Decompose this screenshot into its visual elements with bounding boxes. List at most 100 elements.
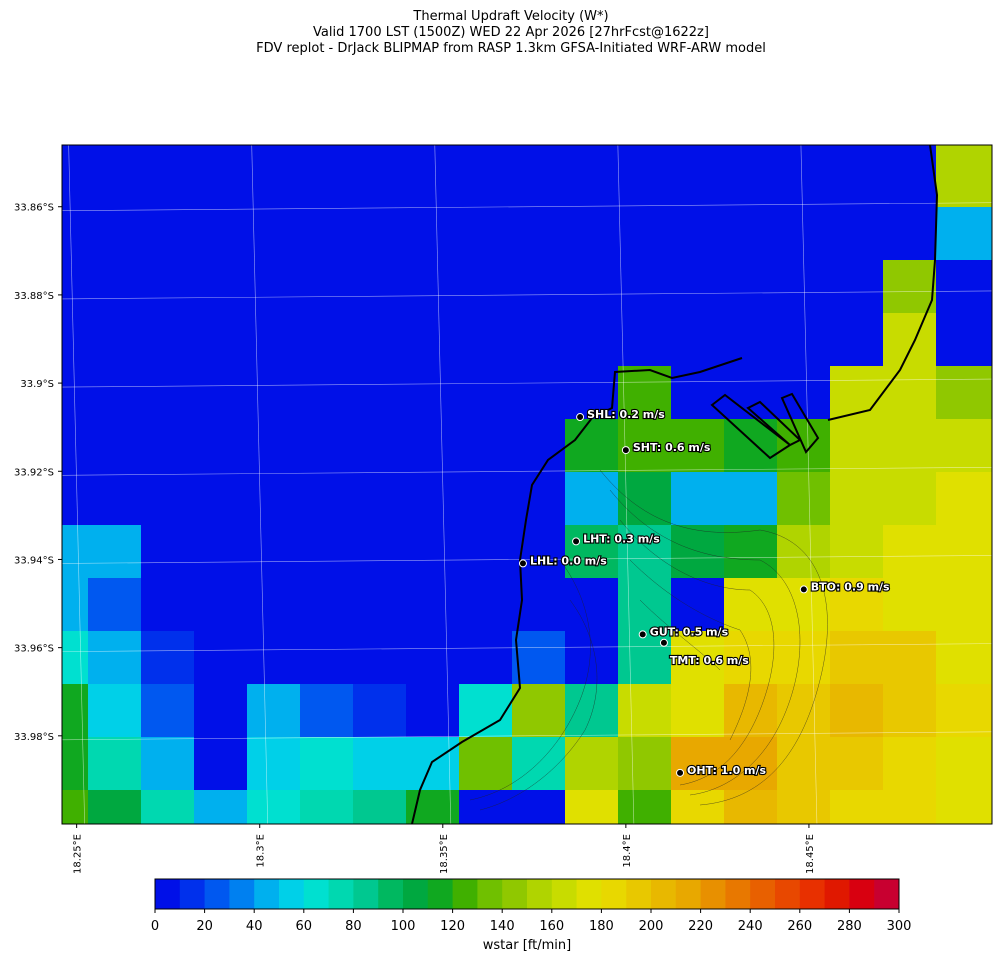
grid-cell (406, 366, 460, 420)
colorbar-swatch (179, 879, 206, 909)
grid-cell (565, 313, 619, 367)
grid-cell (459, 472, 513, 526)
grid-line (62, 378, 992, 388)
colorbar-swatch (229, 879, 255, 909)
grid-cell (459, 578, 513, 632)
grid-cell (62, 737, 89, 791)
colorbar-swatch (725, 879, 751, 909)
grid-cell (353, 631, 407, 685)
y-tick-label: 33.94°S (14, 555, 54, 566)
colorbar-tick-label: 60 (296, 919, 313, 934)
grid-cell (777, 207, 831, 261)
title-line: Valid 1700 LST (1500Z) WED 22 Apr 2026 [… (313, 25, 709, 40)
grid-cell (141, 145, 195, 155)
grid-cell (565, 525, 619, 579)
grid-cell (724, 790, 778, 824)
grid-cell (247, 207, 301, 261)
grid-cell (989, 790, 992, 824)
grid-cell (724, 684, 778, 738)
grid-cell (724, 260, 778, 314)
grid-cell (406, 207, 460, 261)
grid-cell (724, 145, 778, 155)
grid-cell (936, 790, 990, 824)
grid-cell (830, 145, 884, 155)
grid-cell (62, 684, 89, 738)
colorbar-swatch (155, 879, 181, 909)
grid-cell (565, 472, 619, 526)
y-tick-label: 33.86°S (14, 203, 54, 214)
grid-cell (194, 366, 248, 420)
colorbar-tick-label: 200 (639, 919, 664, 934)
grid-cell (936, 145, 990, 155)
colorbar-swatch (675, 879, 702, 909)
grid-cell (512, 737, 566, 791)
grid-cell (62, 366, 89, 420)
grid-cell (141, 790, 195, 824)
grid-cell (194, 154, 248, 208)
grid-cell (565, 631, 619, 685)
grid-cell (512, 154, 566, 208)
grid-cell (300, 260, 354, 314)
colorbar-swatch (601, 879, 627, 909)
grid-cell (141, 260, 195, 314)
grid-cell (936, 207, 990, 261)
grid-cell (194, 145, 248, 155)
grid-cell (989, 260, 992, 314)
grid-cell (565, 684, 619, 738)
grid-cell (353, 525, 407, 579)
grid-cell (62, 525, 89, 579)
grid-line (617, 145, 635, 824)
colorbar-swatch (651, 879, 677, 909)
station-marker (572, 537, 581, 546)
grid-cell (883, 366, 937, 420)
grid-cell (194, 419, 248, 473)
grid-cell (62, 631, 89, 685)
colorbar-swatch (328, 879, 354, 909)
y-tick-label: 33.9°S (20, 379, 54, 390)
y-tick-label: 33.88°S (14, 291, 54, 302)
station-marker (621, 446, 630, 455)
grid-cell (459, 366, 513, 420)
colorbar-tick-label: 220 (688, 919, 713, 934)
grid-cell (88, 737, 142, 791)
grid-cell (512, 419, 566, 473)
grid-cell (459, 631, 513, 685)
grid-cell (406, 313, 460, 367)
grid-cell (300, 525, 354, 579)
heatmap (62, 145, 992, 824)
grid-cell (936, 525, 990, 579)
grid-cell (247, 260, 301, 314)
grid-cell (565, 737, 619, 791)
colorbar-swatch (378, 879, 404, 909)
grid-line (434, 145, 452, 824)
grid-cell (88, 631, 142, 685)
grid-cell (406, 631, 460, 685)
grid-line (68, 145, 85, 824)
grid-cell (671, 578, 725, 632)
colorbar-tick-label: 100 (391, 919, 416, 934)
colorbar-swatch (849, 879, 875, 909)
grid-cell (88, 313, 142, 367)
grid-cell (247, 472, 301, 526)
grid-cell (512, 472, 566, 526)
colorbar-tick-label: 40 (246, 919, 263, 934)
grid-cell (353, 260, 407, 314)
grid-cell (353, 472, 407, 526)
grid-cell (406, 260, 460, 314)
grid-cell (777, 737, 831, 791)
grid-cell (671, 737, 725, 791)
grid-cell (141, 366, 195, 420)
grid-line (62, 466, 992, 476)
grid-cell (565, 578, 619, 632)
grid-cell (88, 366, 142, 420)
colorbar-swatch (551, 879, 578, 909)
grid-cell (141, 154, 195, 208)
colorbar: 0 20 40 60 80 100 120 140 160 180 200 220 240 260 280 3… (151, 878, 911, 934)
grid-cell (512, 260, 566, 314)
grid-cell (194, 737, 248, 791)
grid-cell (353, 419, 407, 473)
grid-cell (300, 684, 354, 738)
grid-cell (936, 631, 990, 685)
grid-cell (459, 154, 513, 208)
